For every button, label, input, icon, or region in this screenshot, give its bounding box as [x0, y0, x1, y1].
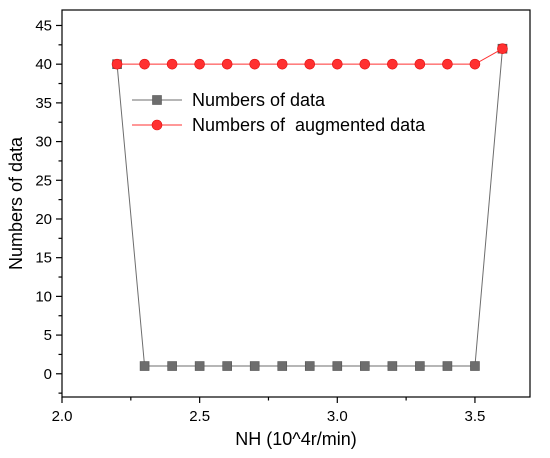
data-point-circle	[469, 58, 481, 70]
legend-marker-circle	[151, 119, 163, 131]
y-tick-label: 0	[44, 366, 52, 383]
data-point-square	[470, 361, 480, 371]
legend-label-0: Numbers of data	[192, 90, 326, 110]
data-point-square	[387, 361, 398, 371]
y-tick-label: 45	[35, 17, 52, 34]
legend-marker-square	[152, 95, 162, 105]
axes	[61, 9, 531, 398]
data-point-circle	[249, 58, 261, 70]
x-tick-label: 2.5	[189, 408, 210, 425]
data-point-square	[139, 361, 150, 371]
legend-label-1: Numbers of augmented data	[192, 115, 426, 135]
data-point-square	[249, 361, 260, 371]
y-tick-label: 10	[35, 288, 52, 305]
data-point-circle	[442, 58, 453, 70]
data-point-circle	[414, 58, 426, 70]
data-point-circle	[497, 43, 508, 55]
data-point-circle	[276, 58, 288, 70]
x-axis-label: NH (10^4r/min)	[235, 429, 356, 449]
x-tick-label: 3.5	[465, 408, 486, 425]
y-tick-label: 15	[35, 250, 52, 267]
series-layer	[111, 43, 508, 371]
data-point-square	[360, 361, 370, 371]
data-point-square	[277, 361, 288, 371]
data-point-circle	[331, 58, 343, 70]
data-point-circle	[139, 58, 150, 70]
y-tick-label: 20	[35, 211, 52, 228]
y-tick-label: 35	[35, 95, 52, 112]
data-point-circle	[166, 58, 178, 70]
data-point-circle	[194, 58, 205, 70]
data-point-square	[332, 361, 343, 371]
x-tick-label: 3.0	[327, 408, 348, 425]
data-point-circle	[111, 58, 123, 70]
data-point-square	[222, 361, 232, 371]
data-point-circle	[304, 58, 316, 70]
y-tick-label: 25	[35, 172, 52, 189]
plot-frame	[61, 9, 531, 398]
legend: Numbers of data Numbers of augmented data	[132, 90, 426, 135]
data-point-square	[167, 361, 177, 371]
data-point-square	[194, 361, 205, 371]
y-axis-label: Numbers of data	[6, 136, 26, 270]
x-axis-ticks: 2.0 2.5 3.0 3.5	[52, 397, 486, 425]
data-point-square	[442, 361, 453, 371]
y-tick-label: 30	[35, 134, 52, 151]
data-point-circle	[221, 58, 233, 70]
data-point-square	[415, 361, 425, 371]
data-point-square	[304, 361, 315, 371]
data-point-circle	[359, 58, 371, 70]
data-point-circle	[387, 58, 398, 70]
y-tick-label: 40	[35, 56, 52, 73]
y-tick-label: 5	[44, 327, 52, 344]
y-axis-ticks: 0 5 10 15 20 25 30 35 40 45	[35, 17, 62, 394]
x-tick-label: 2.0	[52, 408, 73, 425]
